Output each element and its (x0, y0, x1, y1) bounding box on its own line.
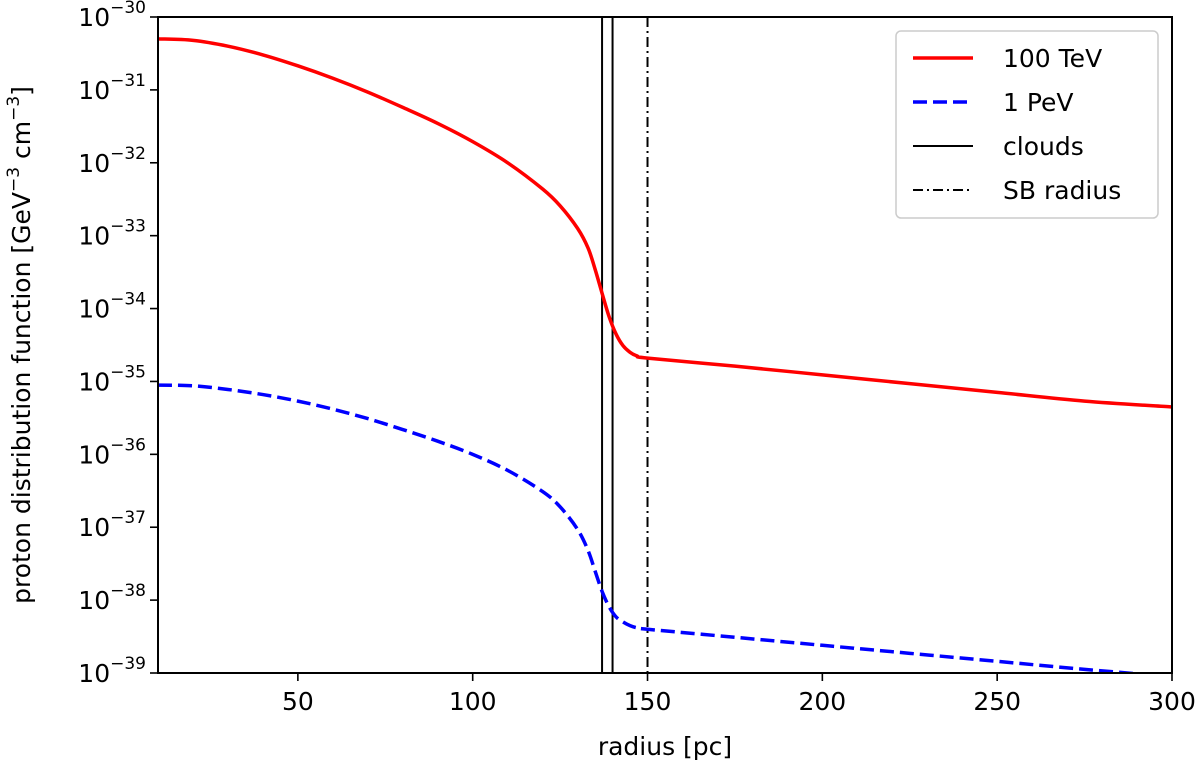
x-tick-label: 150 (624, 687, 672, 716)
series-100-tev (158, 37, 1172, 409)
legend-label-100-tev: 100 TeV (1003, 44, 1102, 73)
x-tick-label: 50 (282, 687, 314, 716)
y-tick-label: 10−36 (78, 435, 146, 469)
y-axis-label-sup1: −3 (4, 167, 24, 192)
y-axis-label-end: ] (7, 86, 36, 96)
x-tick-label: 300 (1148, 687, 1196, 716)
legend-label-clouds: clouds (1003, 132, 1084, 161)
legend-box (895, 30, 1159, 219)
series-1-pev (158, 383, 1150, 673)
legend-label-sb-radius: SB radius (1003, 176, 1121, 205)
y-tick-label: 10−39 (78, 654, 146, 688)
x-tick-label: 250 (973, 687, 1021, 716)
y-tick-label: 10−32 (78, 144, 146, 178)
y-tick-label: 10−34 (78, 290, 146, 324)
y-tick-label: 10−33 (78, 217, 146, 251)
y-tick-label: 10−30 (78, 0, 146, 32)
plot-frame (157, 16, 1173, 674)
y-tick-label: 10−31 (78, 71, 146, 105)
plot-area (158, 17, 1172, 673)
x-axis: 50 100 150 200 250 300 (282, 673, 1196, 716)
y-tick-label: 10−37 (78, 508, 146, 542)
x-tick-label: 200 (798, 687, 846, 716)
y-axis-label-mid: cm (7, 121, 36, 167)
y-axis: 10−39 10−38 10−37 10−36 10−35 10−34 10−33 10−32… (78, 0, 158, 688)
x-axis-label: radius [pc] (598, 732, 732, 761)
legend-label-1-pev: 1 PeV (1003, 88, 1074, 117)
x-tick-label: 100 (449, 687, 497, 716)
y-axis-label: proton distribution function [GeV−3 cm−3… (4, 86, 36, 604)
y-axis-label-sup2: −3 (4, 96, 24, 121)
y-axis-label-main: proton distribution function [GeV (7, 192, 36, 604)
legend: 100 TeV 1 PeV clouds SB radius (895, 30, 1159, 219)
y-tick-label: 10−35 (78, 362, 146, 396)
y-tick-label: 10−38 (78, 581, 146, 615)
